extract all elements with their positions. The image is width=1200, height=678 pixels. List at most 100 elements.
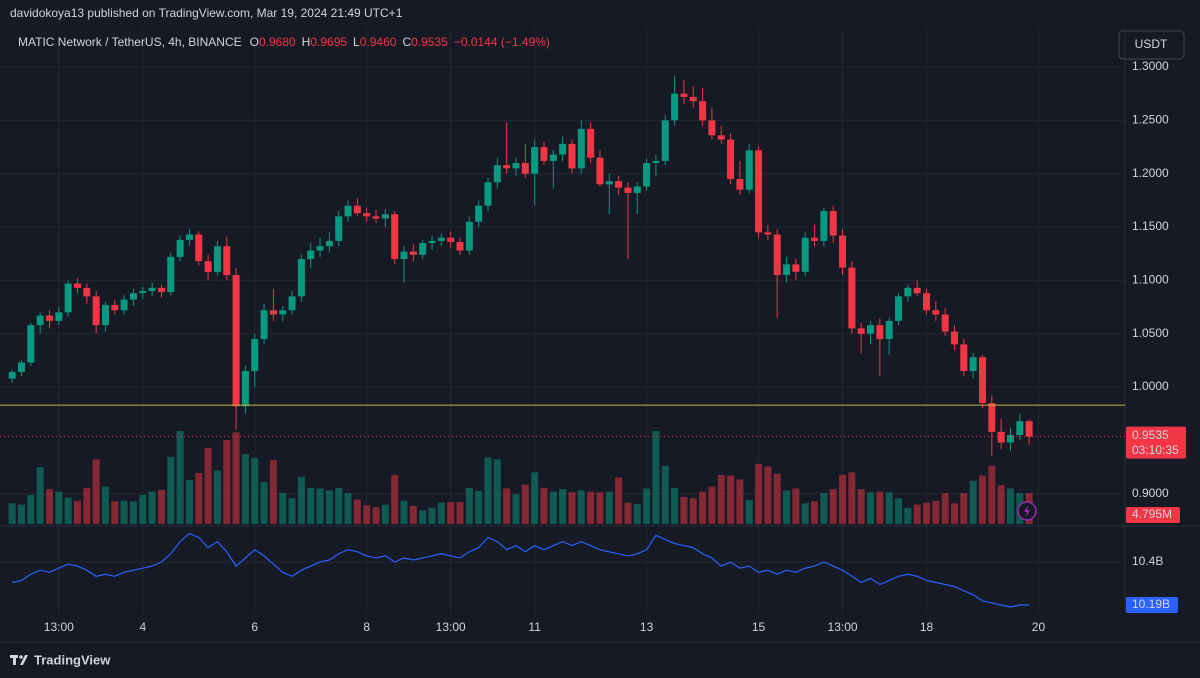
y-tick-label: 10.4B (1132, 554, 1163, 568)
candle-body (531, 147, 539, 174)
volume-bar (484, 457, 492, 524)
volume-bar (167, 456, 175, 524)
volume-bar (335, 487, 343, 524)
volume-bar (185, 480, 193, 524)
candle-body (101, 304, 109, 326)
volume-bar (92, 459, 100, 524)
volume-bar (512, 494, 520, 524)
x-tick-label: 13 (640, 620, 654, 634)
candle-body (680, 93, 688, 97)
volume-bar (157, 489, 165, 524)
candle-body (652, 160, 660, 164)
volume-bar (559, 489, 567, 524)
volume-bar (913, 504, 921, 524)
volume-bar (120, 500, 128, 524)
volume-bar (344, 493, 352, 524)
volume-bar (904, 507, 912, 524)
candle-body (419, 243, 427, 255)
legend-value: 0.9680 (259, 35, 296, 49)
volume-bar (755, 463, 763, 524)
currency-label[interactable]: USDT (1135, 37, 1168, 51)
currency-button[interactable] (1118, 30, 1185, 60)
volume-bar (745, 500, 753, 524)
candle-body (559, 143, 567, 155)
volume-bar (503, 488, 511, 524)
volume-bar (111, 501, 119, 524)
volume-bar (521, 484, 529, 524)
last-price-badge (1126, 426, 1186, 459)
volume-bar (624, 502, 632, 524)
candle-body (615, 181, 623, 188)
candle-body (783, 264, 791, 276)
candle-body (596, 157, 604, 185)
volume-bar (139, 494, 147, 524)
volume-bar (969, 480, 977, 524)
volume-bar (689, 498, 697, 524)
volume-bar (699, 491, 707, 524)
volume-bar (615, 477, 623, 524)
candle-body (391, 214, 399, 260)
candle-body (251, 339, 259, 372)
candle-body (848, 267, 856, 329)
candle-body (484, 182, 492, 206)
volume-bar (204, 447, 212, 524)
y-tick-label: 1.2000 (1132, 166, 1169, 180)
candle-body (288, 296, 296, 311)
volume-bar (465, 487, 473, 524)
volume-bar (36, 467, 44, 524)
candle-body (353, 205, 361, 214)
volume-bar (456, 502, 464, 524)
candle-body (17, 362, 25, 373)
volume-bar (363, 505, 371, 524)
candle-body (671, 93, 679, 121)
volume-bar (587, 491, 595, 524)
candle-body (465, 221, 473, 251)
candle-body (120, 299, 128, 311)
volume-bar (988, 465, 996, 524)
countdown-label: 03:10:35 (1132, 443, 1179, 457)
candle-body (381, 214, 389, 219)
x-tick-label: 13:00 (44, 620, 74, 634)
volume-bar (213, 470, 221, 524)
x-tick-label: 20 (1032, 620, 1046, 634)
volume-bar (895, 498, 903, 524)
publisher-line: davidokoya13 published on TradingView.co… (10, 6, 403, 20)
x-tick-label: 4 (139, 620, 146, 634)
volume-bar (419, 510, 427, 524)
volume-bar (372, 507, 380, 524)
volume-bar (64, 497, 72, 524)
volume-bar (727, 475, 735, 524)
candle-body (241, 371, 249, 407)
candle-body (960, 344, 968, 372)
candle-body (111, 304, 119, 311)
volume-bar (671, 487, 679, 524)
candle-body (204, 261, 212, 272)
volume-bar (148, 491, 156, 524)
volume-bar (381, 504, 389, 524)
volume-bar (241, 454, 249, 524)
candle-body (727, 139, 735, 180)
candle-body (1025, 421, 1033, 437)
candle-body (260, 310, 268, 340)
candle-body (325, 240, 333, 247)
volume-bar (829, 489, 837, 524)
volume-bar (680, 496, 688, 524)
candle-body (176, 239, 184, 257)
candle-body (213, 246, 221, 272)
x-tick-label: 11 (528, 620, 541, 634)
legend-key: C (402, 35, 411, 49)
candle-body (73, 283, 81, 288)
volume-bar (8, 503, 16, 524)
legend-change: −0.0144 (−1.49%) (454, 35, 550, 49)
lightning-icon[interactable] (1017, 501, 1037, 521)
candle-body (792, 264, 800, 272)
candle-body (923, 293, 931, 311)
candle-body (811, 237, 819, 241)
volume-bar (652, 431, 660, 524)
candle-body (316, 246, 324, 251)
indicator-badge (1126, 596, 1178, 613)
brand-logo (10, 655, 28, 665)
candle-body (988, 403, 996, 432)
